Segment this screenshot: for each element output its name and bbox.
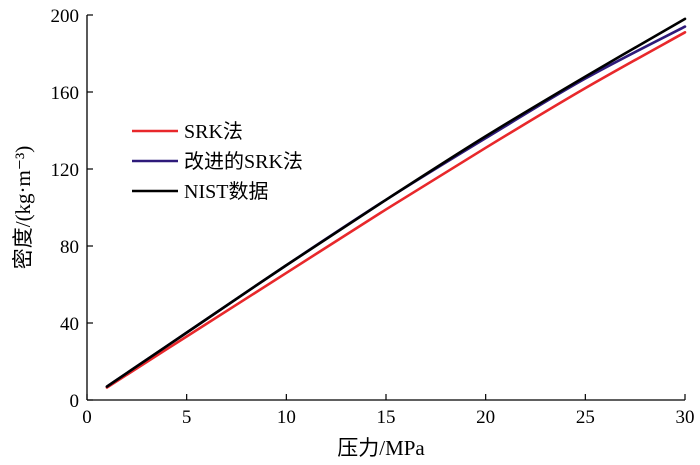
y-tick-label: 40 [60, 314, 79, 335]
ticks: 0 5 10 15 20 25 30 0 40 80 120 160 200 [51, 6, 695, 428]
x-tick-label: 5 [182, 407, 192, 428]
legend-label-1: 改进的SRK法 [184, 150, 303, 173]
series-line-2 [105, 17, 687, 388]
x-tick-label: 30 [676, 407, 695, 428]
x-tick-label: 10 [277, 407, 296, 428]
series-line-0 [105, 31, 687, 389]
legend-label-0: SRK法 [184, 120, 243, 143]
legend-label-2: NIST数据 [184, 180, 268, 203]
x-tick-label: 15 [377, 407, 396, 428]
y-tick-label: 0 [70, 391, 80, 412]
y-tick-label: 80 [60, 237, 79, 258]
y-tick-label: 160 [51, 83, 80, 104]
y-tick-label: 120 [51, 160, 80, 181]
plot-area [105, 17, 687, 389]
x-tick-label: 25 [576, 407, 595, 428]
y-axis-title: 密度/(kg·m⁻³) [11, 146, 35, 270]
x-axis-title: 压力/MPa [337, 436, 425, 460]
y-tick-label: 200 [51, 6, 80, 27]
x-tick-label: 20 [476, 407, 495, 428]
x-tick-label: 0 [82, 407, 92, 428]
